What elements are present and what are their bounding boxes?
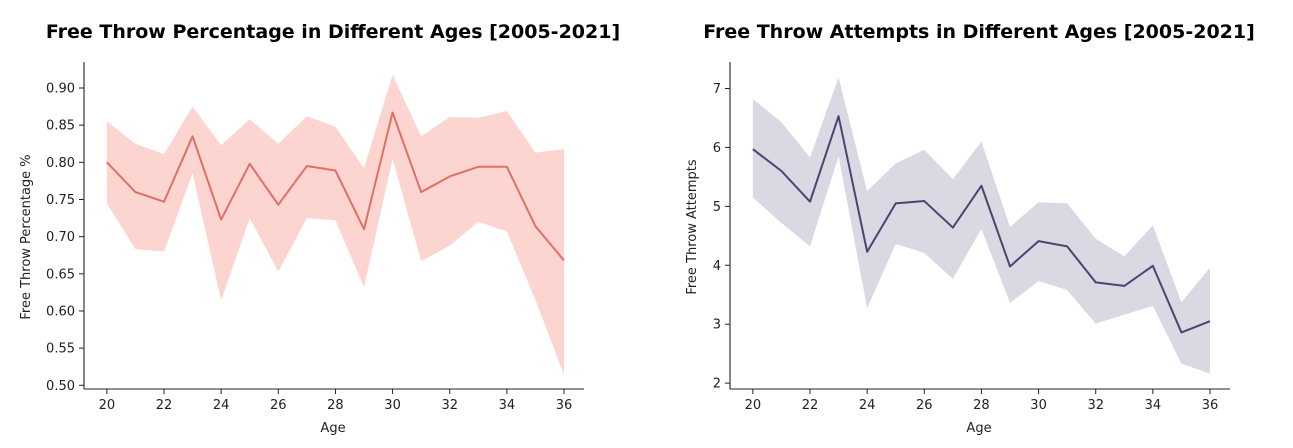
y-axis-label: Free Throw Percentage % (19, 154, 34, 319)
x-tick-label: 22 (156, 398, 173, 413)
series-line (106, 111, 565, 262)
y-tick-label: 6 (713, 141, 721, 156)
x-tick-label: 26 (270, 398, 287, 413)
y-tick-label: 3 (713, 318, 721, 333)
x-tick-label: 24 (213, 398, 230, 413)
y-tick-label: 7 (713, 82, 721, 97)
x-tick-label: 30 (384, 398, 401, 413)
x-tick-label: 32 (441, 398, 458, 413)
y-tick-label: 0.70 (46, 230, 75, 245)
x-tick-label: 36 (556, 398, 573, 413)
y-tick-label: 0.50 (46, 379, 75, 394)
y-tick-label: 0.65 (46, 267, 75, 282)
x-axis-label: Age (966, 421, 991, 436)
x-tick-label: 34 (499, 398, 516, 413)
y-axis-label: Free Throw Attempts (685, 159, 700, 295)
chart-title: Free Throw Attempts in Different Ages [2… (703, 21, 1255, 43)
x-tick-label: 30 (1030, 398, 1047, 413)
y-tick-label: 0.75 (46, 193, 75, 208)
y-tick-label: 4 (713, 259, 721, 274)
x-tick-label: 22 (802, 398, 819, 413)
x-tick-label: 28 (973, 398, 990, 413)
x-tick-label: 32 (1087, 398, 1104, 413)
confidence-band (106, 74, 565, 375)
x-tick-label: 20 (745, 398, 762, 413)
y-tick-label: 5 (713, 200, 721, 215)
x-axis-label: Age (320, 421, 345, 436)
y-tick-label: 2 (713, 377, 721, 392)
y-tick-label: 0.85 (46, 119, 75, 134)
x-tick-label: 26 (916, 398, 933, 413)
chart-free-throw-percentage: Free Throw Percentage in Different Ages … (19, 21, 620, 436)
plot-area: 20 22 24 26 28 30 32 34 36 0.50 0.55 0.60 0.65 0.70 0.… (46, 62, 584, 413)
chart-title: Free Throw Percentage in Different Ages … (46, 21, 620, 43)
x-tick-label: 36 (1202, 398, 1219, 413)
y-tick-label: 0.80 (46, 156, 75, 171)
x-tick-label: 28 (327, 398, 344, 413)
y-tick-label: 0.60 (46, 304, 75, 319)
series-line (752, 115, 1211, 334)
x-tick-label: 20 (99, 398, 116, 413)
confidence-band (752, 77, 1210, 374)
y-tick-label: 0.55 (46, 342, 75, 357)
chart-free-throw-attempts: Free Throw Attempts in Different Ages [2… (685, 21, 1255, 436)
x-tick-label: 34 (1145, 398, 1162, 413)
y-tick-label: 0.90 (46, 82, 75, 97)
x-tick-label: 24 (859, 398, 876, 413)
